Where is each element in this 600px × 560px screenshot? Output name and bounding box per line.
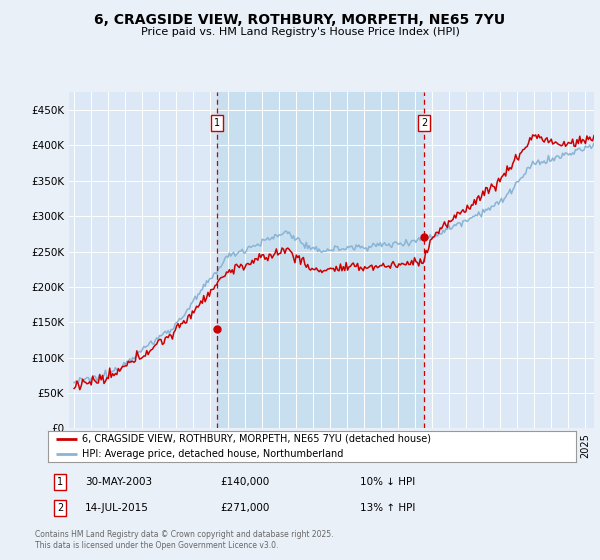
Text: 1: 1 (57, 477, 63, 487)
Text: 2: 2 (57, 503, 63, 513)
Bar (217, 92, 424, 428)
Text: Contains HM Land Registry data © Crown copyright and database right 2025.
This d: Contains HM Land Registry data © Crown c… (35, 530, 334, 550)
Text: HPI: Average price, detached house, Northumberland: HPI: Average price, detached house, Nort… (82, 449, 344, 459)
Text: 14-JUL-2015: 14-JUL-2015 (85, 503, 149, 513)
Text: Price paid vs. HM Land Registry's House Price Index (HPI): Price paid vs. HM Land Registry's House … (140, 27, 460, 38)
Text: £140,000: £140,000 (220, 477, 269, 487)
Text: 6, CRAGSIDE VIEW, ROTHBURY, MORPETH, NE65 7YU (detached house): 6, CRAGSIDE VIEW, ROTHBURY, MORPETH, NE6… (82, 434, 431, 444)
Text: 10% ↓ HPI: 10% ↓ HPI (360, 477, 415, 487)
Text: 30-MAY-2003: 30-MAY-2003 (85, 477, 152, 487)
Text: 13% ↑ HPI: 13% ↑ HPI (360, 503, 415, 513)
Text: 1: 1 (214, 118, 221, 128)
Text: 2: 2 (421, 118, 427, 128)
Text: £271,000: £271,000 (220, 503, 269, 513)
Text: 6, CRAGSIDE VIEW, ROTHBURY, MORPETH, NE65 7YU: 6, CRAGSIDE VIEW, ROTHBURY, MORPETH, NE6… (94, 13, 506, 27)
